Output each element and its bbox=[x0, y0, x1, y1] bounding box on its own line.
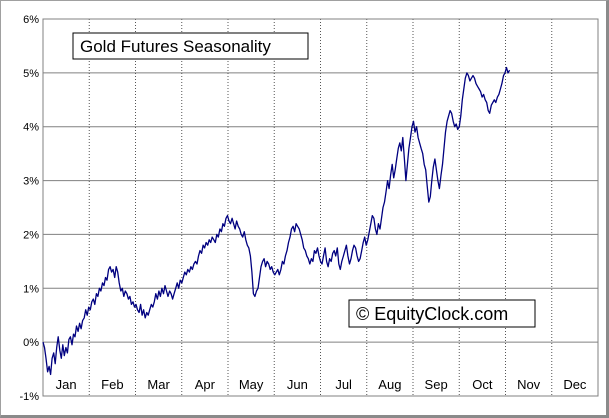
y-tick-label: -1% bbox=[19, 391, 39, 403]
chart-title-box: Gold Futures Seasonality bbox=[72, 32, 309, 60]
chart-title: Gold Futures Seasonality bbox=[80, 37, 271, 56]
x-tick-label-nov: Nov bbox=[517, 377, 541, 392]
x-tick-label-feb: Feb bbox=[101, 377, 123, 392]
vertical-gridlines bbox=[88, 19, 553, 396]
y-tick-label: 1% bbox=[23, 283, 39, 295]
x-tick-label-aug: Aug bbox=[378, 377, 401, 392]
y-tick-label: 3% bbox=[23, 176, 39, 188]
y-tick-labels: -1% 0% 1% 2% 3% 4% 5% 6% bbox=[19, 14, 39, 403]
x-tick-label-sep: Sep bbox=[425, 377, 448, 392]
plot-area-border bbox=[42, 18, 599, 397]
x-month-labels: Jan Feb Mar Apr May Jun Jul Aug Sep Oct Nov Dec bbox=[56, 377, 587, 392]
x-tick-label-jan: Jan bbox=[56, 377, 77, 392]
x-tick-label-jul: Jul bbox=[335, 377, 352, 392]
x-tick-label-may: May bbox=[239, 377, 264, 392]
watermark-box: © EquityClock.com bbox=[348, 299, 536, 328]
x-tick-label-apr: Apr bbox=[195, 377, 216, 392]
x-tick-label-oct: Oct bbox=[472, 377, 493, 392]
x-tick-label-dec: Dec bbox=[563, 377, 587, 392]
y-tick-label: 0% bbox=[23, 337, 39, 349]
watermark-text: © EquityClock.com bbox=[356, 304, 508, 324]
x-tick-label-jun: Jun bbox=[287, 377, 308, 392]
y-tick-label: 2% bbox=[23, 229, 39, 241]
y-tick-label: 4% bbox=[23, 122, 39, 134]
x-tick-label-mar: Mar bbox=[147, 377, 170, 392]
y-tick-label: 6% bbox=[23, 14, 39, 26]
series-line bbox=[42, 66, 511, 376]
y-tick-label: 5% bbox=[23, 68, 39, 80]
